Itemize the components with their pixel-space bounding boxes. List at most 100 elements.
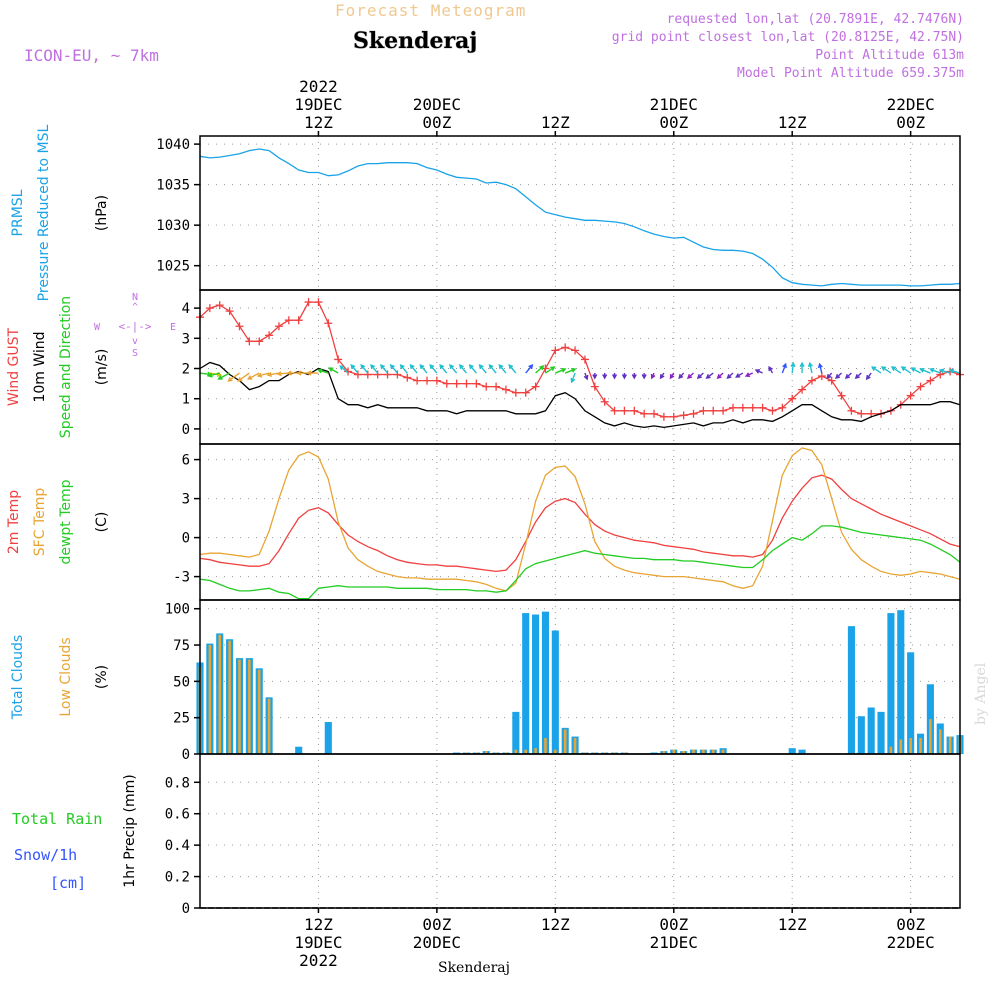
wind-direction-arrow bbox=[890, 366, 902, 374]
gust-marker bbox=[245, 337, 254, 346]
y-tick-label: 50 bbox=[173, 674, 190, 690]
gust-marker bbox=[758, 403, 767, 412]
total-cloud-bar bbox=[788, 748, 796, 754]
y-tick-label: 0.2 bbox=[165, 870, 190, 886]
gust-marker bbox=[689, 409, 698, 418]
wind-direction-arrow bbox=[799, 361, 805, 374]
wind-direction-arrow bbox=[686, 372, 694, 379]
wind-direction-arrow bbox=[498, 363, 507, 374]
y-tick-label: 1030 bbox=[156, 218, 190, 234]
panel-label-pressure: PRMSL bbox=[10, 189, 26, 236]
gust-marker bbox=[511, 388, 520, 397]
compass-arrows: <-|-> bbox=[118, 320, 151, 333]
wind-direction-arrow bbox=[659, 372, 665, 380]
total-cloud-bar bbox=[877, 711, 885, 754]
total-cloud-bar bbox=[551, 630, 559, 754]
low-cloud-bar bbox=[218, 634, 222, 754]
gust-marker bbox=[373, 370, 382, 379]
grid-coords: grid point closest lon,lat (20.8125E, 42… bbox=[612, 30, 964, 45]
wind-direction-arrow bbox=[399, 363, 408, 374]
panel-frame-clouds bbox=[199, 599, 961, 755]
series-line-sfc-temp bbox=[199, 447, 961, 592]
location-title: Skenderaj bbox=[353, 28, 477, 54]
y-tick-label: 1025 bbox=[156, 259, 190, 275]
wind-direction-arrow bbox=[865, 372, 872, 381]
low-cloud-bar bbox=[672, 749, 676, 754]
wind-direction-arrow bbox=[535, 365, 545, 374]
wind-direction-arrow bbox=[854, 372, 862, 379]
gust-marker bbox=[906, 391, 915, 400]
wind-direction-arrow bbox=[564, 367, 577, 374]
gust-marker bbox=[314, 298, 323, 307]
model-altitude: Model Point Altitude 659.375m bbox=[737, 66, 964, 81]
panel-unit-pressure: (hPa) bbox=[94, 195, 110, 231]
time-label-top: 12Z bbox=[541, 113, 570, 132]
gust-marker bbox=[284, 316, 293, 325]
series-line-wind-gust bbox=[199, 301, 961, 418]
gust-marker bbox=[324, 319, 333, 328]
gust-marker bbox=[501, 385, 510, 394]
panel-frame-precip bbox=[199, 753, 961, 909]
gust-marker bbox=[738, 403, 747, 412]
gust-marker bbox=[659, 412, 668, 421]
gust-marker bbox=[748, 403, 757, 412]
low-cloud-bar bbox=[228, 640, 231, 754]
y-tick-label: 75 bbox=[173, 638, 190, 654]
wind-direction-arrow bbox=[409, 363, 418, 374]
y-tick-label: 100 bbox=[165, 602, 190, 618]
wind-direction-arrow bbox=[744, 372, 754, 378]
wind-direction-arrow bbox=[570, 372, 576, 384]
time-label-top: 12Z bbox=[778, 113, 807, 132]
total-cloud-bar bbox=[798, 749, 806, 754]
wind-direction-arrow bbox=[429, 363, 438, 374]
data-layer bbox=[196, 148, 964, 754]
low-cloud-bar bbox=[711, 749, 715, 754]
total-cloud-bar bbox=[295, 746, 303, 754]
gust-marker bbox=[600, 397, 609, 406]
precip-legend-label: Total Rain bbox=[12, 810, 102, 828]
gust-marker bbox=[640, 409, 649, 418]
wind-direction-arrow bbox=[919, 367, 931, 374]
panel-label-temperature: SFC Temp bbox=[32, 488, 48, 557]
gust-marker bbox=[610, 406, 619, 415]
panel-frame-temperature bbox=[199, 443, 961, 601]
low-cloud-bar bbox=[484, 751, 488, 754]
model-label: ICON-EU, ~ 7km bbox=[24, 46, 159, 65]
panel-label-clouds: Total Clouds bbox=[10, 635, 26, 720]
wind-direction-arrow bbox=[458, 363, 468, 374]
wind-direction-arrow bbox=[488, 363, 497, 374]
compass-w: W bbox=[94, 322, 101, 333]
gust-marker bbox=[265, 331, 274, 340]
gust-marker bbox=[235, 322, 244, 331]
time-label-top: 2022 bbox=[299, 77, 338, 96]
y-tick-label: 0 bbox=[182, 747, 190, 763]
wind-direction-arrow bbox=[555, 367, 567, 374]
low-cloud-bar bbox=[573, 738, 577, 754]
gust-marker bbox=[936, 370, 945, 379]
gust-marker bbox=[590, 382, 599, 391]
wind-direction-arrow bbox=[360, 363, 369, 374]
wind-direction-arrow bbox=[468, 363, 477, 374]
time-label-bottom: 00Z bbox=[659, 915, 688, 934]
gust-marker bbox=[294, 316, 303, 325]
gust-marker bbox=[334, 355, 343, 364]
compass-e: E bbox=[170, 322, 176, 333]
wind-direction-arrow bbox=[781, 362, 787, 374]
wind-direction-arrow bbox=[817, 362, 823, 374]
compass-arrow-down: v bbox=[132, 336, 138, 347]
footer-location: Skenderaj bbox=[438, 960, 510, 976]
wind-direction-arrow bbox=[834, 372, 843, 379]
panel-unit-precip: 1hr Precip (mm) bbox=[122, 774, 138, 887]
total-cloud-bar bbox=[324, 722, 332, 754]
gust-marker bbox=[432, 376, 441, 385]
panel-label-wind: 10m Wind bbox=[32, 331, 48, 402]
wind-direction-arrow bbox=[237, 372, 250, 382]
wind-direction-arrow bbox=[844, 372, 852, 379]
series-line-dewpt-temp bbox=[199, 525, 961, 600]
panel-label-wind: Wind GUST bbox=[6, 327, 22, 406]
gust-marker bbox=[462, 379, 471, 388]
wind-direction-arrow bbox=[207, 372, 220, 378]
requested-coords: requested lon,lat (20.7891E, 42.7476N) bbox=[667, 12, 964, 27]
low-cloud-bar bbox=[899, 739, 903, 754]
